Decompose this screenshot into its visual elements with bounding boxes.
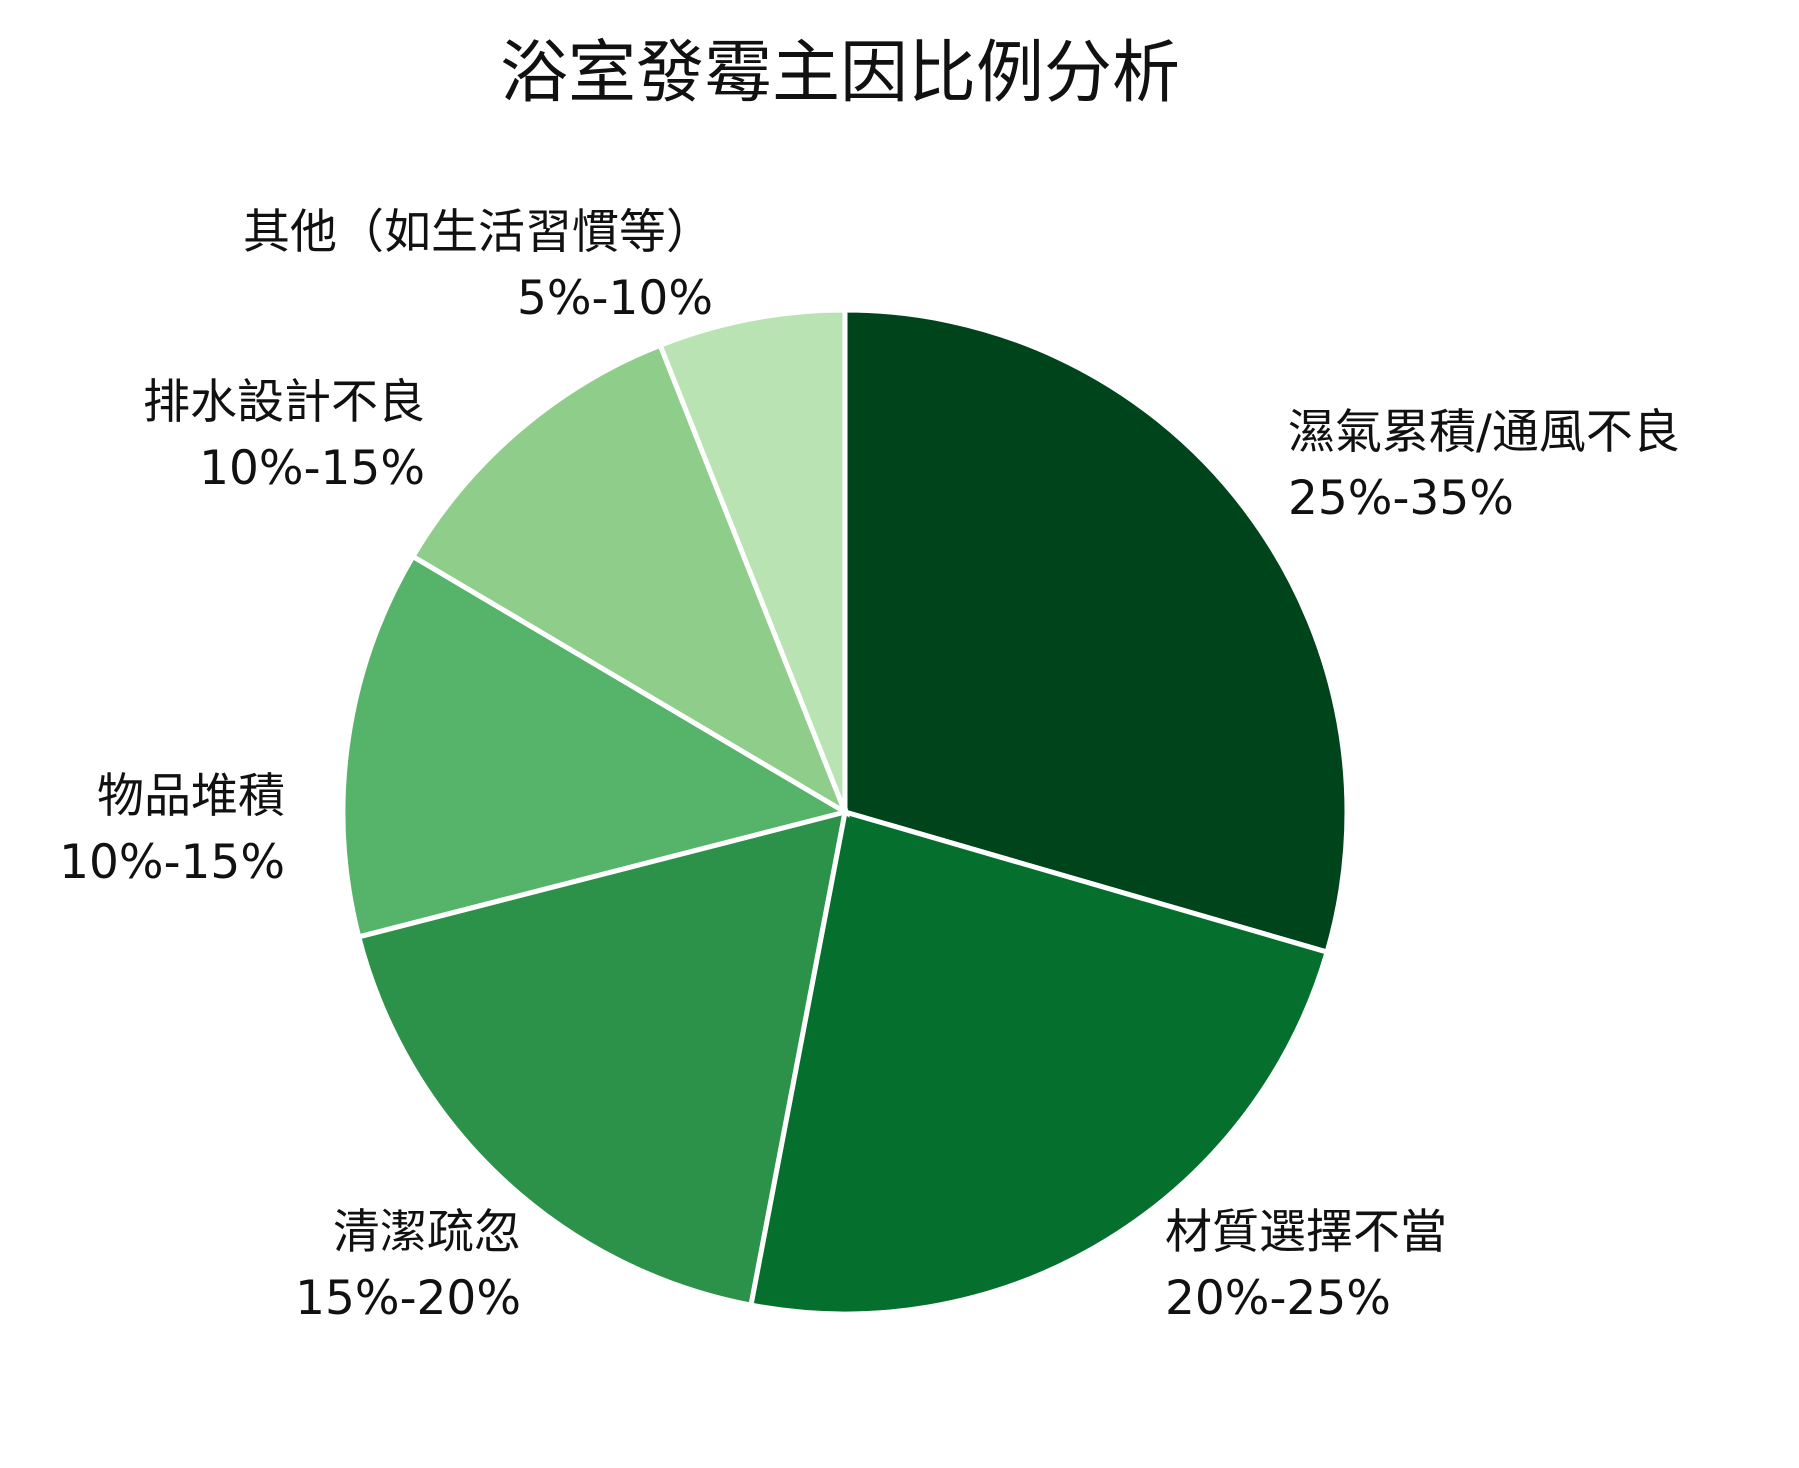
slice-label-1: 濕氣累積/通風不良 25%-35%: [1288, 405, 1680, 526]
slice-label-name: 其他（如生活習慣等）: [243, 205, 713, 260]
slice-label-range: 5%-10%: [517, 271, 713, 326]
slice-label-name: 清潔疏忽: [333, 1205, 521, 1260]
slice-label-range: 10%-15%: [199, 441, 425, 496]
slice-label-range: 15%-20%: [295, 1271, 521, 1326]
pie-slice-5: [409, 342, 851, 818]
slice-label-2: 材質選擇不當 20%-25%: [1165, 1205, 1447, 1326]
slice-label-6: 其他（如生活習慣等） 5%-10%: [243, 205, 713, 326]
pie-slice-1: [842, 307, 1350, 956]
slice-label-3: 清潔疏忽 15%-20%: [295, 1205, 521, 1326]
slice-label-name: 物品堆積: [97, 769, 285, 824]
slice-labels: 濕氣累積/通風不良 25%-35% 材質選擇不當 20%-25% 清潔疏忽 15%-20%…: [59, 205, 1680, 1326]
pie-slice-6: [656, 307, 848, 813]
slice-label-5: 排水設計不良 10%-15%: [143, 375, 425, 496]
pie-slice-3: [355, 808, 849, 1309]
slice-label-range: 25%-35%: [1288, 471, 1514, 526]
slice-label-name: 材質選擇不當: [1165, 1205, 1447, 1260]
slice-label-range: 20%-25%: [1165, 1271, 1391, 1326]
slice-label-name: 濕氣累積/通風不良: [1288, 405, 1680, 460]
slice-label-range: 10%-15%: [59, 835, 285, 890]
chart-title: 浴室發霉主因比例分析: [500, 34, 1180, 113]
pie-slices: [340, 307, 1350, 1317]
pie-slice-2: [748, 808, 1331, 1317]
pie-slice-4: [340, 553, 852, 940]
slice-label-4: 物品堆積 10%-15%: [59, 769, 285, 890]
slice-label-name: 排水設計不良: [143, 375, 425, 430]
